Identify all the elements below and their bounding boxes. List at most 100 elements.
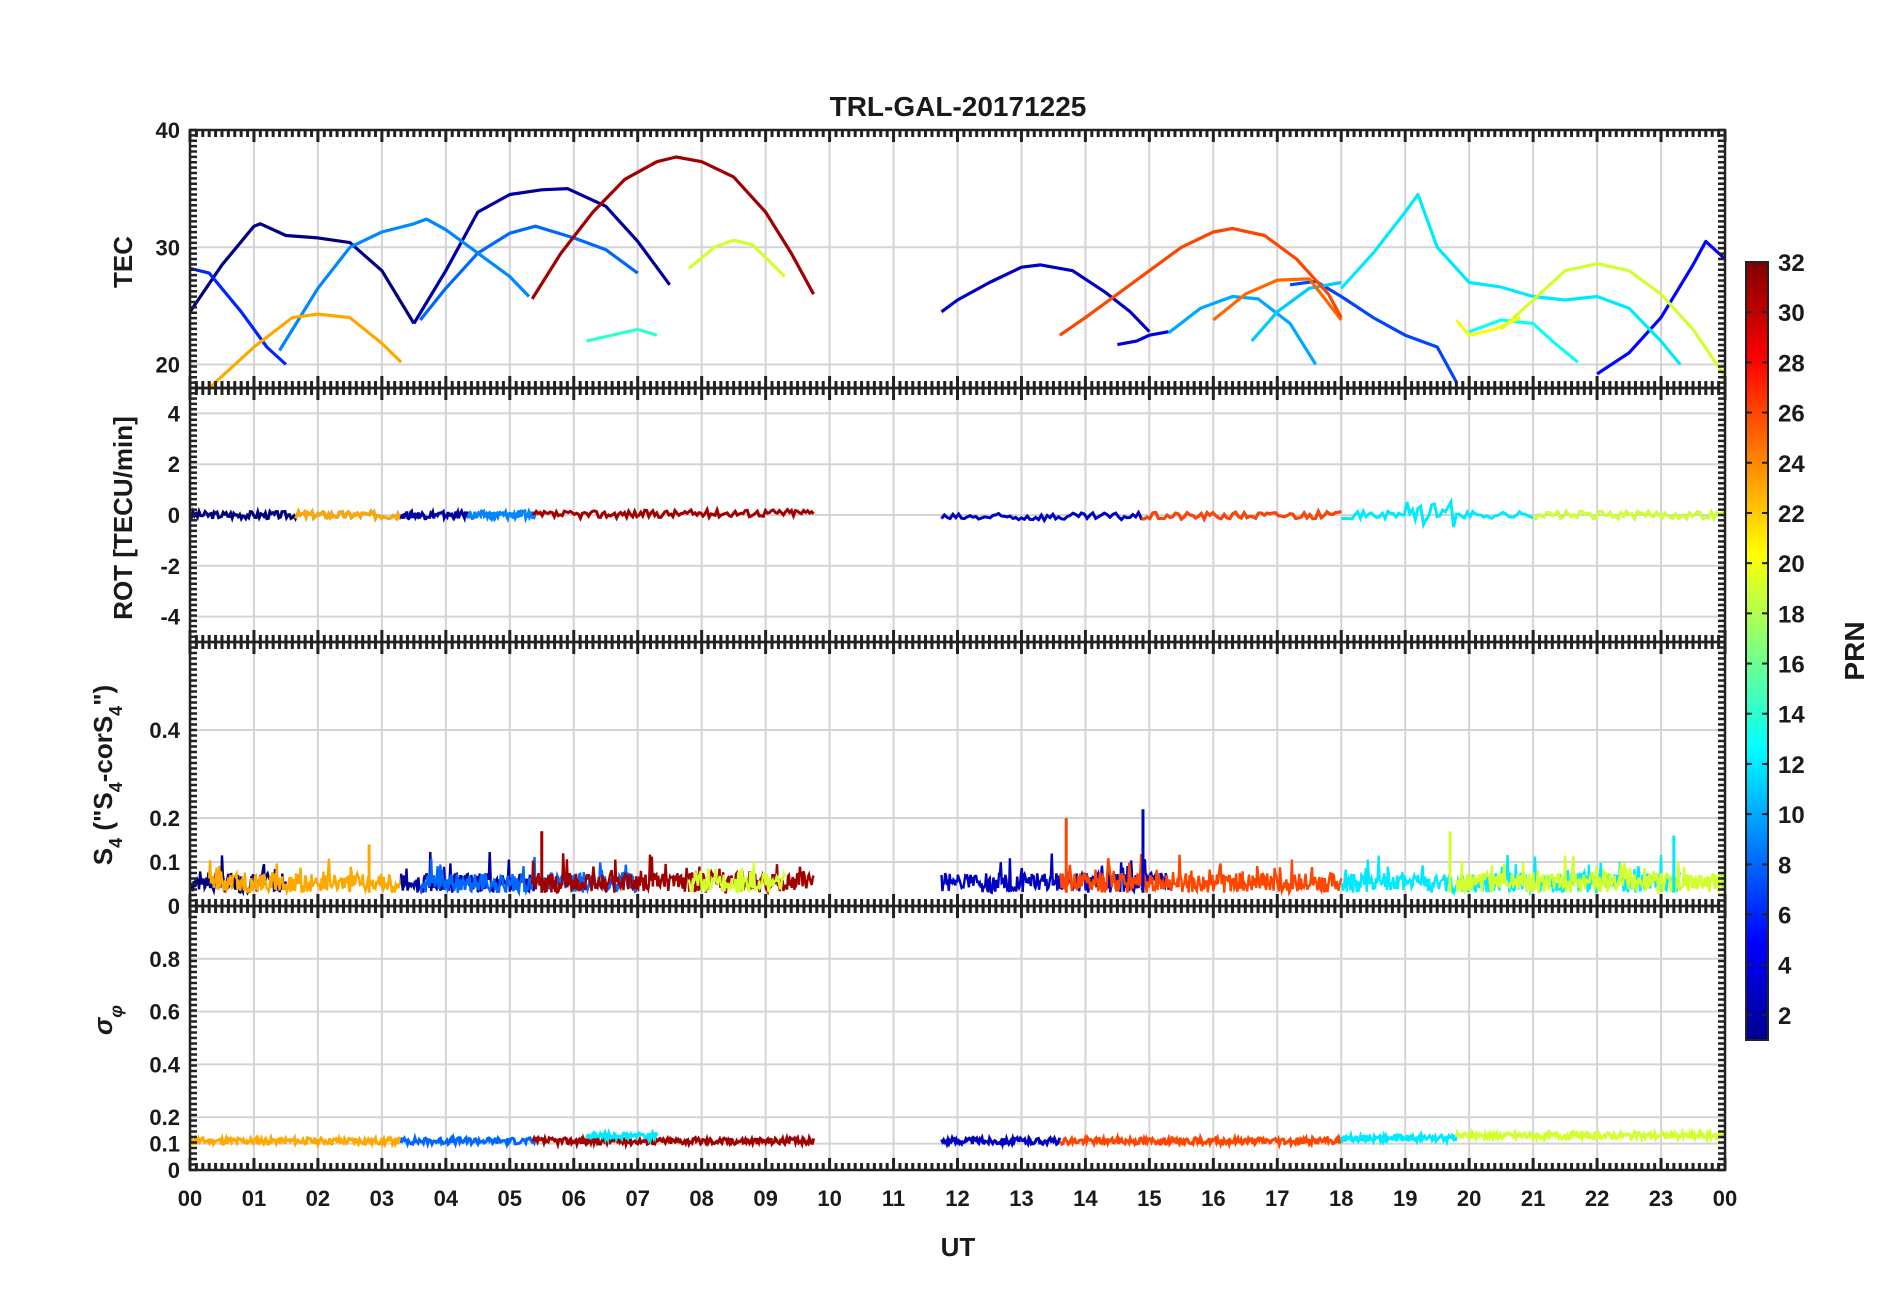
tec-series-line [1289,279,1458,383]
x-tick-label: 15 [1137,1186,1161,1211]
tec-series-line [1058,226,1343,337]
rot-axis-label: ROT [TECU/min] [108,416,138,620]
sigma-series-line [1059,1131,1343,1150]
tec-series-line [1167,294,1318,366]
colorbar-tick-label: 28 [1778,350,1805,377]
y-tick-label: 4 [168,401,181,426]
y-tick-label: -2 [160,554,180,579]
y-tick-label: 0.2 [149,806,180,831]
tec-series-line [1117,330,1169,347]
y-tick-label: 30 [156,235,180,260]
x-tick-label: 22 [1585,1186,1609,1211]
x-tick-label: 10 [817,1186,841,1211]
x-tick-label: 03 [370,1186,394,1211]
y-tick-label: 0.2 [149,1105,180,1130]
y-tick-label: 0.1 [149,1132,180,1157]
tec-series-line [1455,316,1521,337]
s4-series-line [1058,853,1343,897]
y-tick-label: 20 [156,353,180,378]
s4-series-line [531,853,815,896]
tec-series-line [190,222,416,325]
tec-axis-label: TEC [108,236,138,288]
tec-series-line [1340,192,1682,366]
tec-series-line [412,187,671,325]
sigma-series-line [1339,1129,1458,1147]
rot-series-line [1141,507,1342,523]
series-group [190,497,1725,530]
colorbar-tick-label: 22 [1778,501,1805,528]
x-tick-label: 05 [498,1186,522,1211]
y-tick-label: -4 [160,605,180,630]
colorbar-tick-label: 12 [1778,752,1805,779]
sigma-series-line [940,1132,1062,1151]
y-tick-label: 0 [168,503,180,528]
chart-title: TRL-GAL-20171225 [830,91,1087,122]
x-tick-label: 01 [242,1186,266,1211]
colorbar-tick-label: 8 [1778,852,1791,879]
x-tick-label: 17 [1265,1186,1289,1211]
tec-series-line [278,217,531,352]
x-tick-label: 13 [1009,1186,1033,1211]
colorbar-tick-label: 20 [1778,551,1805,578]
x-tick-label: 06 [562,1186,586,1211]
y-tick-label: 0.4 [149,718,180,743]
y-tick-label: 0 [168,1158,180,1183]
colorbar-tick-label: 32 [1778,250,1805,277]
x-tick-label: 23 [1649,1186,1673,1211]
sigma-phi-axis-label: σφ [88,1005,126,1035]
x-tick-label: 11 [882,1186,905,1211]
colorbar-tick-label: 18 [1778,601,1805,628]
x-tick-label: 08 [689,1186,713,1211]
y-tick-label: 0.1 [149,850,180,875]
x-tick-label: 18 [1329,1186,1353,1211]
rot-series-line [294,507,402,523]
s4-axis-label: S4 ("S4-corS4") [88,685,126,865]
tec-series-line [687,238,786,278]
tec-series-line [190,266,287,366]
rot-series-line [466,507,537,524]
s4-series-line [1455,855,1725,895]
s4-series-line [419,856,639,898]
x-tick-label: 14 [1073,1186,1098,1211]
tec-series-line [419,224,639,322]
sigma-series-line [1454,1126,1725,1145]
colorbar-tick-label: 24 [1778,451,1805,478]
colorbar-tick-label: 10 [1778,802,1805,829]
colorbar-tick-label: 14 [1778,702,1805,729]
sigma-series-line [190,1132,402,1150]
sigma-series-line [531,1132,816,1151]
colorbar-tick-label: 26 [1778,401,1805,428]
series-group [190,155,1725,388]
x-tick-label: 00 [1713,1186,1737,1211]
sigma-series-line [399,1132,537,1150]
x-tick-label: 12 [945,1186,969,1211]
sigma-series-line [585,1127,659,1145]
rot-series-line [531,505,815,522]
x-axis-label: UT [941,1232,976,1262]
tec-series-line [1250,280,1342,343]
s4-series-line [940,853,1170,895]
tec-series-line [586,327,658,343]
x-tick-label: 16 [1201,1186,1225,1211]
y-tick-label: 0 [168,894,180,919]
series-group [190,1126,1725,1151]
y-tick-label: 0.8 [149,947,180,972]
x-tick-label: 02 [306,1186,330,1211]
colorbar-tick-label: 6 [1778,903,1791,930]
tec-series-line [940,263,1151,333]
x-tick-label: 20 [1457,1186,1481,1211]
colorbar-tick-label: 4 [1778,953,1792,980]
rot-series-line [1532,508,1725,523]
tec-series-line [1500,262,1725,378]
x-tick-label: 07 [625,1186,649,1211]
y-tick-label: 40 [156,118,180,143]
x-tick-label: 00 [178,1186,202,1211]
y-tick-label: 0.6 [149,1000,180,1025]
colorbar-tick-label: 2 [1778,1003,1791,1030]
tec-series-line [530,155,816,300]
x-tick-label: 04 [434,1186,459,1211]
s4-series-line [687,861,786,895]
colorbar [1745,261,1769,1041]
colorbar-label: PRN [1839,621,1870,680]
